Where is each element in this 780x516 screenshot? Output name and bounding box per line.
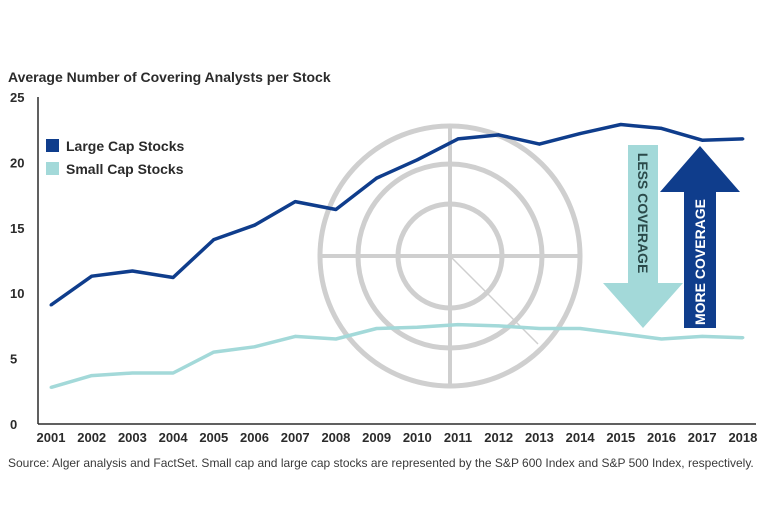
data-point-small-cap xyxy=(171,371,175,375)
x-tick-label: 2007 xyxy=(281,430,310,445)
more-coverage-annotation: MORE COVERAGE xyxy=(660,146,740,328)
data-point-large-cap xyxy=(253,223,256,227)
data-point-large-cap xyxy=(497,133,501,137)
x-tick-label: 2008 xyxy=(321,430,350,445)
less-coverage-label: LESS COVERAGE xyxy=(635,153,651,274)
down-arrow-icon xyxy=(603,145,683,328)
data-point-large-cap xyxy=(741,137,745,141)
data-point-small-cap xyxy=(90,374,94,378)
data-point-large-cap xyxy=(90,274,94,278)
x-tick-label: 2012 xyxy=(484,430,513,445)
legend-label-large-cap: Large Cap Stocks xyxy=(66,138,184,154)
legend-swatch-small-cap xyxy=(46,162,59,175)
x-tick-label: 2017 xyxy=(688,430,717,445)
data-point-large-cap xyxy=(537,142,541,146)
data-point-large-cap xyxy=(293,200,297,204)
series-line-small-cap xyxy=(50,322,743,390)
source-note: Source: Alger analysis and FactSet. Smal… xyxy=(8,456,754,470)
x-tick-label: 2009 xyxy=(362,430,391,445)
data-point-large-cap xyxy=(619,122,623,126)
legend-swatch-large-cap xyxy=(46,139,59,152)
legend-label-small-cap: Small Cap Stocks xyxy=(66,161,184,177)
y-tick-label: 10 xyxy=(10,286,24,301)
y-tick-label: 15 xyxy=(10,221,24,236)
x-tick-label: 2004 xyxy=(159,430,189,445)
data-point-small-cap xyxy=(537,327,541,331)
data-point-small-cap xyxy=(334,337,338,341)
x-tick-labels: 2001 2002 2003 2004 2005 2006 2007 2008 2009 2010… xyxy=(37,430,758,445)
target-graphic xyxy=(317,123,583,389)
legend: Large Cap Stocks Small Cap Stocks xyxy=(46,138,184,177)
x-tick-label: 2001 xyxy=(37,430,66,445)
x-tick-label: 2016 xyxy=(647,430,676,445)
x-tick-label: 2013 xyxy=(525,430,554,445)
data-point-large-cap xyxy=(49,303,53,307)
data-point-small-cap xyxy=(375,327,379,331)
data-point-small-cap xyxy=(497,324,501,328)
data-point-small-cap xyxy=(619,332,623,336)
data-point-large-cap xyxy=(212,238,216,242)
x-tick-label: 2018 xyxy=(728,430,757,445)
data-point-small-cap xyxy=(456,323,460,327)
data-point-large-cap xyxy=(578,132,582,136)
chart-title: Average Number of Covering Analysts per … xyxy=(8,69,331,85)
data-point-large-cap xyxy=(456,137,460,141)
x-tick-label: 2003 xyxy=(118,430,147,445)
data-point-small-cap xyxy=(212,350,216,354)
data-point-large-cap xyxy=(130,269,134,273)
x-tick-label: 2015 xyxy=(606,430,635,445)
data-point-large-cap xyxy=(334,207,338,211)
target-sweep-line xyxy=(449,255,539,345)
data-point-small-cap xyxy=(660,337,663,341)
x-tick-label: 2011 xyxy=(444,430,472,445)
data-point-large-cap xyxy=(375,176,379,180)
less-coverage-annotation: LESS COVERAGE xyxy=(603,145,683,328)
x-tick-label: 2005 xyxy=(199,430,228,445)
data-point-large-cap xyxy=(700,138,704,142)
x-tick-label: 2014 xyxy=(566,430,596,445)
up-arrow-icon xyxy=(660,146,740,328)
series-line-large-cap xyxy=(49,122,743,307)
data-point-large-cap xyxy=(660,126,663,130)
y-tick-label: 25 xyxy=(10,90,24,105)
y-tick-label: 0 xyxy=(10,417,17,432)
series-lines xyxy=(49,122,745,390)
data-point-small-cap xyxy=(130,371,134,375)
y-tick-label: 5 xyxy=(10,352,17,367)
data-point-small-cap xyxy=(578,327,582,331)
x-tick-label: 2002 xyxy=(77,430,106,445)
y-tick-labels: 0 5 10 15 20 25 xyxy=(10,90,24,432)
data-point-small-cap xyxy=(741,336,745,340)
x-tick-label: 2010 xyxy=(403,430,432,445)
more-coverage-label: MORE COVERAGE xyxy=(692,199,708,325)
data-point-small-cap xyxy=(415,325,419,329)
y-tick-label: 20 xyxy=(10,155,24,170)
data-point-small-cap xyxy=(293,334,297,338)
data-point-large-cap xyxy=(415,158,419,162)
x-tick-label: 2006 xyxy=(240,430,269,445)
data-point-small-cap xyxy=(49,385,53,389)
data-point-small-cap xyxy=(700,334,704,338)
data-point-large-cap xyxy=(171,276,175,280)
data-point-small-cap xyxy=(253,345,256,349)
